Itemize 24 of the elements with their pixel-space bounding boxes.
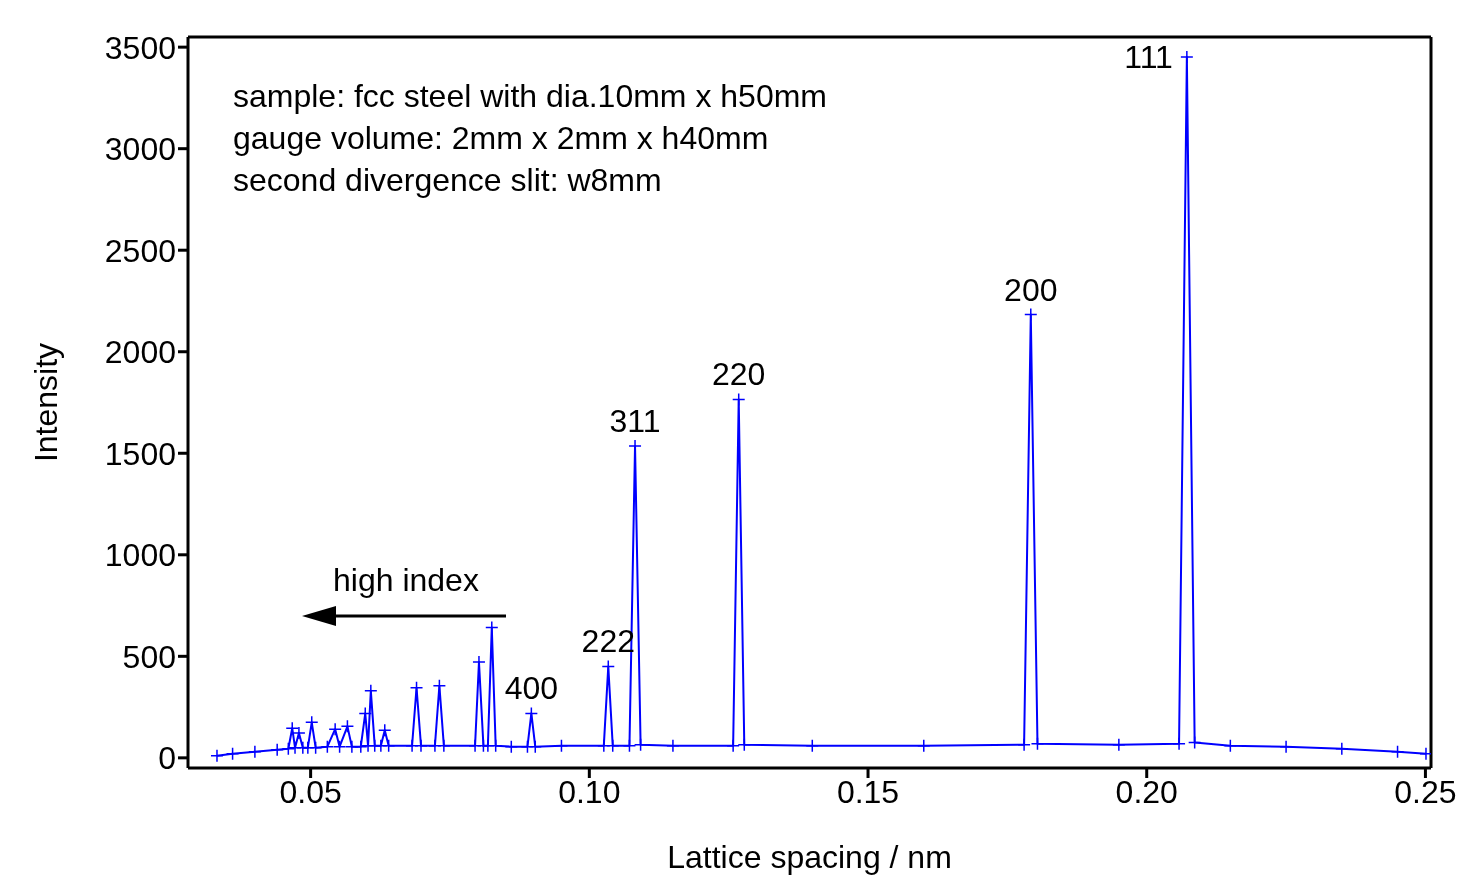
x-tick-label: 0.25 [1394, 773, 1457, 810]
annotation: sample: fcc steel with dia.10mm x h50mm [233, 77, 827, 116]
annotation: high index [333, 561, 479, 600]
annotation: 111 [1124, 39, 1173, 76]
x-tick-label: 0.05 [279, 773, 342, 810]
x-tick-label: 0.10 [558, 773, 621, 810]
annotation: 200 [1004, 271, 1058, 308]
annotation: 220 [712, 356, 766, 393]
annotation: 400 [504, 670, 559, 707]
annotation: second divergence slit: w8mm [233, 161, 662, 200]
y-tick-label: 3500 [104, 29, 176, 66]
y-tick-label: 2500 [104, 232, 176, 269]
y-tick-label: 0 [158, 740, 176, 777]
y-axis-title: Intensity [28, 342, 65, 463]
y-tick-label: 2000 [104, 334, 176, 371]
x-axis-title: Lattice spacing / nm [667, 839, 952, 875]
x-tick-label: 0.20 [1115, 773, 1178, 810]
y-tick-label: 3000 [104, 131, 176, 168]
annotation: 311 [609, 402, 661, 439]
annotation: gauge volume: 2mm x 2mm x h40mm [233, 119, 769, 158]
y-tick-label: 500 [122, 638, 176, 675]
x-tick-label: 0.15 [836, 773, 900, 810]
y-tick-label: 1500 [104, 435, 176, 472]
y-tick-label: 1000 [104, 537, 176, 574]
